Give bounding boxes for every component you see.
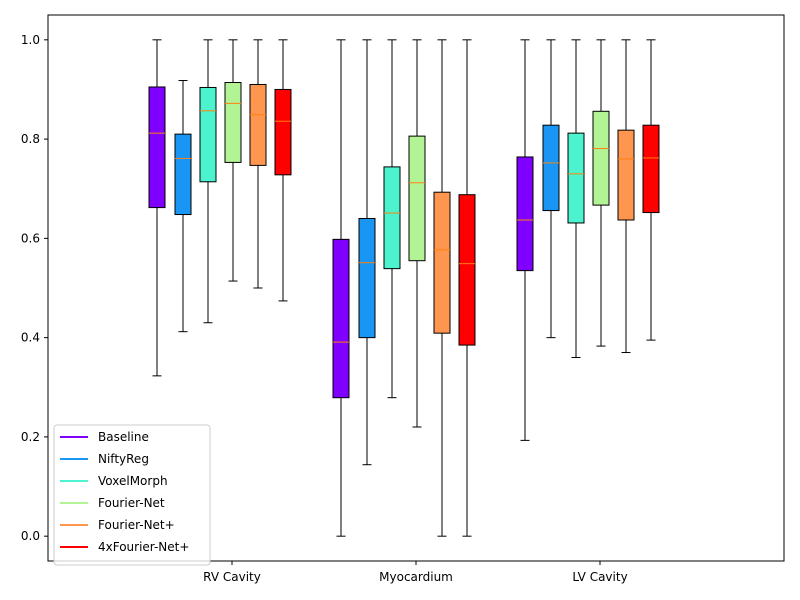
axes: 0.0 0.2 0.4 0.6 0.8 1.0 RV Cavity Myocardium LV …	[21, 33, 628, 584]
box-0-5	[274, 39, 292, 302]
box-body	[274, 88, 292, 176]
legend-label: Fourier-Net+	[98, 518, 175, 532]
box-1-0	[332, 39, 350, 537]
box-body	[516, 156, 534, 272]
box-body	[249, 83, 267, 166]
box-1-1	[358, 39, 376, 466]
box-0-0	[148, 39, 166, 377]
box-body	[199, 86, 217, 183]
box-2-1	[542, 39, 560, 339]
x-tick-label: RV Cavity	[203, 570, 261, 584]
legend-frame	[53, 424, 211, 566]
box-0-4	[249, 39, 267, 289]
box-body	[383, 166, 401, 270]
box-body	[617, 129, 635, 221]
box-body	[592, 110, 610, 206]
plot-area	[148, 39, 660, 537]
box-0-2	[199, 39, 217, 324]
legend-item: Baseline	[60, 430, 149, 444]
legend-item: 4xFourier-Net+	[60, 540, 189, 554]
legend-label: VoxelMorph	[98, 474, 168, 488]
legend-label: Fourier-Net	[98, 496, 165, 510]
box-body	[148, 86, 166, 209]
box-body	[408, 135, 426, 262]
box-body	[642, 124, 660, 214]
y-tick-label: 0.6	[21, 231, 40, 245]
y-tick-label: 0.0	[21, 529, 40, 543]
x-tick-label: LV Cavity	[572, 570, 627, 584]
box-body	[542, 124, 560, 212]
y-tick-label: 0.2	[21, 430, 40, 444]
box-1-3	[408, 39, 426, 428]
box-2-5	[642, 39, 660, 341]
y-tick-label: 0.8	[21, 132, 40, 146]
box-0-3	[224, 39, 242, 282]
box-body	[567, 132, 585, 224]
box-body	[332, 238, 350, 399]
box-1-4	[433, 39, 451, 537]
box-2-0	[516, 39, 534, 441]
box-1-2	[383, 39, 401, 399]
box-body	[224, 82, 242, 163]
box-1-5	[458, 39, 476, 537]
y-tick-label: 1.0	[21, 33, 40, 47]
legend-label: NiftyReg	[98, 452, 149, 466]
y-tick-label: 0.4	[21, 331, 40, 345]
legend-item: Fourier-Net	[60, 496, 165, 510]
box-0-1	[174, 80, 192, 333]
box-2-4	[617, 39, 635, 354]
legend-item: Fourier-Net+	[60, 518, 175, 532]
box-2-2	[567, 39, 585, 358]
box-body	[174, 133, 192, 216]
x-tick-label: Myocardium	[379, 570, 453, 584]
box-2-3	[592, 39, 610, 347]
box-body	[458, 194, 476, 346]
legend-label: Baseline	[98, 430, 149, 444]
box-body	[358, 218, 376, 339]
box-body	[433, 191, 451, 334]
legend-item: NiftyReg	[60, 452, 149, 466]
legend: Baseline NiftyReg VoxelMorph Fourier-Net Fou…	[53, 424, 211, 566]
legend-item: VoxelMorph	[60, 474, 168, 488]
legend-label: 4xFourier-Net+	[98, 540, 189, 554]
